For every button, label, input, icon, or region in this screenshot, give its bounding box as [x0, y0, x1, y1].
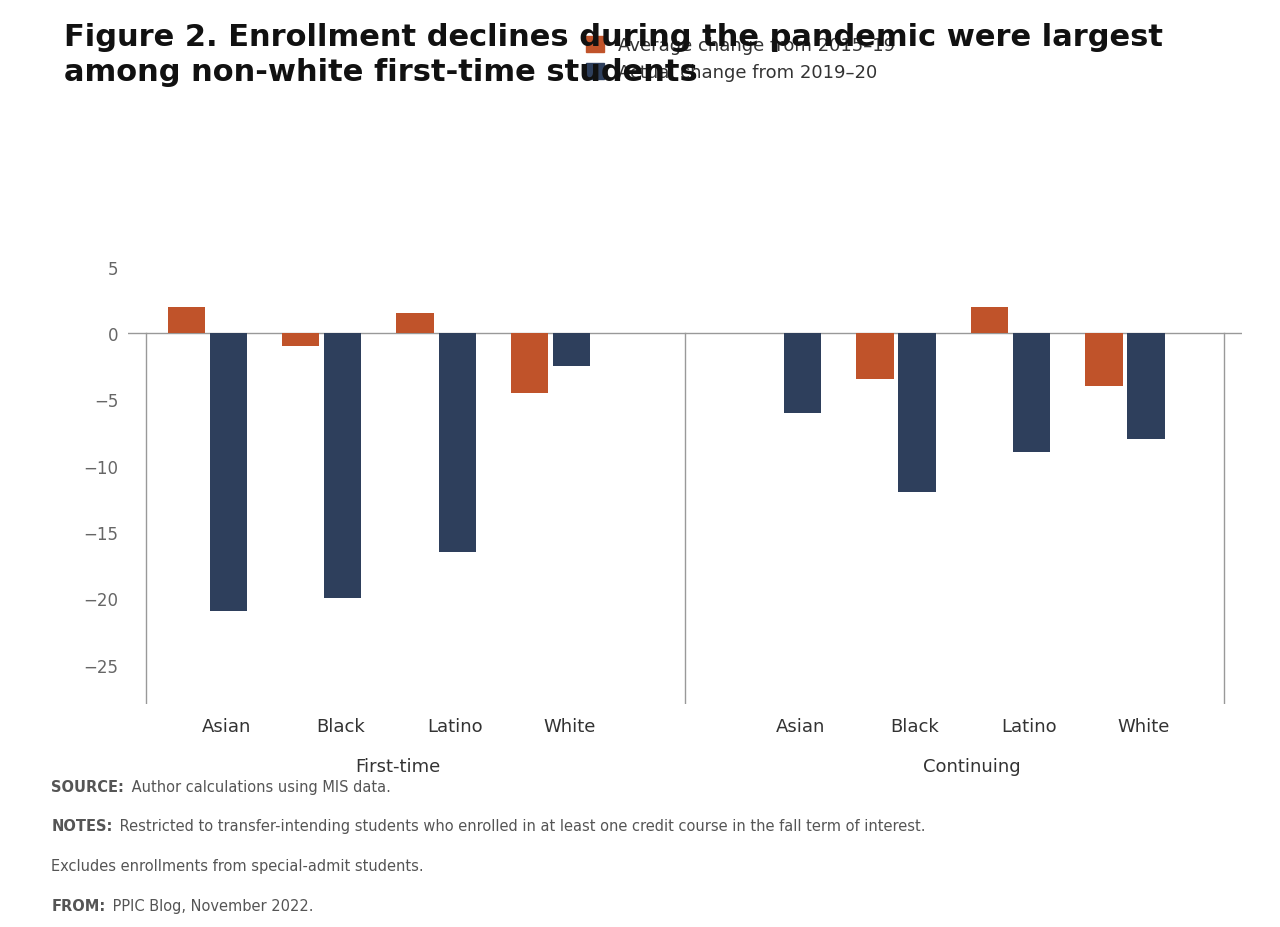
Text: NOTES:: NOTES: [51, 819, 113, 833]
Bar [210, 334, 247, 612]
Bar [1012, 334, 1050, 453]
Text: First-time: First-time [355, 757, 440, 776]
Text: Restricted to transfer-intending students who enrolled in at least one credit co: Restricted to transfer-intending student… [115, 819, 925, 833]
Text: SOURCE:: SOURCE: [51, 779, 124, 794]
Bar [439, 334, 476, 552]
Text: Figure 2. Enrollment declines during the pandemic were largest
among non-white f: Figure 2. Enrollment declines during the… [64, 23, 1164, 87]
Bar [553, 334, 590, 367]
Bar [397, 314, 434, 334]
Text: Excludes enrollments from special-admit students.: Excludes enrollments from special-admit … [51, 858, 424, 873]
Bar [282, 334, 320, 347]
Legend: Average change from 2015–19, Actual change from 2019–20: Average change from 2015–19, Actual chan… [586, 37, 895, 83]
Text: Continuing: Continuing [923, 757, 1020, 776]
Bar [168, 307, 205, 334]
Bar [856, 334, 893, 380]
Bar [785, 334, 822, 413]
Text: FROM:: FROM: [51, 898, 105, 913]
Bar [899, 334, 936, 492]
Text: PPIC Blog, November 2022.: PPIC Blog, November 2022. [108, 898, 314, 913]
Bar [324, 334, 361, 599]
Text: Author calculations using MIS data.: Author calculations using MIS data. [127, 779, 390, 794]
Bar [511, 334, 548, 393]
Bar [970, 307, 1009, 334]
Bar [1085, 334, 1123, 387]
Bar [1128, 334, 1165, 439]
